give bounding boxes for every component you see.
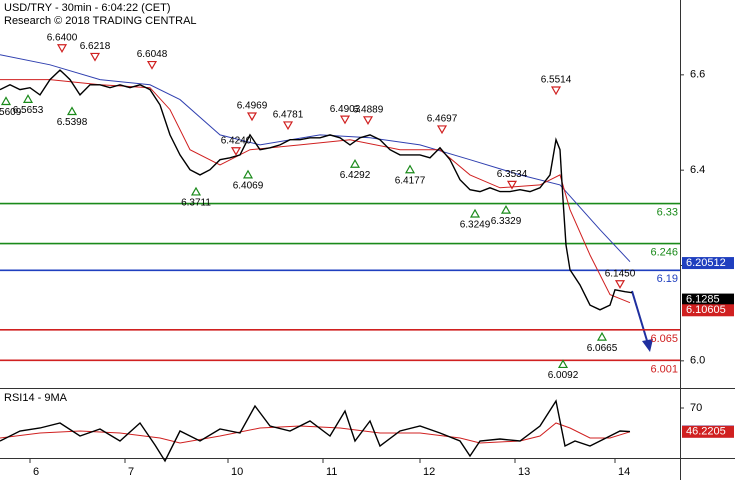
high-marker	[339, 115, 351, 125]
annotation-label: 6.4292	[340, 170, 371, 181]
forecast-arrow	[631, 290, 649, 345]
low-marker	[66, 106, 78, 116]
high-marker	[89, 52, 101, 62]
last-value-box	[682, 304, 734, 317]
annotation-label: 6.5609	[0, 107, 22, 118]
x-tick-label: 13	[518, 466, 530, 478]
last-value-box	[682, 425, 734, 438]
high-marker	[246, 112, 258, 122]
annotation-label: 6.4177	[395, 175, 426, 186]
annotation-label: 6.5514	[541, 75, 572, 86]
annotation-label: 6.3534	[497, 169, 528, 180]
annotation-label: 6.4889	[353, 104, 384, 115]
high-marker	[146, 60, 158, 70]
last-value-label: 46.2205	[686, 426, 726, 438]
y-tick-label: 6.0	[690, 355, 705, 367]
x-tick-label: 7	[128, 466, 134, 478]
annotation-label: 6.3249	[460, 220, 491, 231]
annotation-label: 6.1450	[605, 268, 636, 279]
chart-title: USD/TRY - 30min - 6:04:22 (CET)	[4, 2, 170, 14]
last-value-label: 6.20512	[686, 257, 726, 269]
last-value-label: 6.1285	[686, 293, 720, 305]
low-marker	[22, 94, 34, 103]
high-marker	[436, 125, 448, 135]
low-marker	[500, 204, 512, 214]
annotation-label: 6.4781	[273, 110, 304, 121]
low-marker	[190, 186, 202, 196]
last-value-box	[682, 293, 734, 306]
high-marker	[282, 121, 294, 131]
x-tick-label: 11	[326, 466, 337, 478]
low-marker	[469, 208, 481, 218]
rsi-title: RSI14 - 9MA	[4, 392, 68, 404]
low-marker	[349, 159, 361, 168]
high-marker	[56, 44, 68, 53]
high-marker	[550, 86, 562, 96]
x-tick-label: 14	[618, 466, 630, 478]
high-marker	[506, 180, 518, 190]
low-marker	[0, 96, 12, 106]
low-marker	[557, 359, 569, 369]
last-value-box	[682, 257, 734, 270]
annotation-label: 6.6400	[47, 32, 78, 43]
level-label: 6.33	[657, 206, 678, 218]
series-line	[0, 422, 631, 444]
level-label: 6.19	[657, 273, 678, 285]
annotation-label: 6.4969	[237, 101, 268, 112]
annotation-label: 6.0092	[548, 370, 579, 381]
annotation-label: 6.0665	[587, 343, 618, 354]
high-marker	[230, 147, 242, 156]
low-marker	[596, 331, 608, 341]
x-tick-label: 10	[231, 466, 243, 478]
forecast-arrow-head	[642, 339, 653, 352]
level-label: 6.065	[650, 333, 678, 345]
x-tick-label: 6	[33, 466, 39, 478]
annotation-label: 6.6218	[80, 41, 111, 52]
series-line	[0, 79, 631, 304]
last-value-label: 6.10605	[686, 304, 726, 316]
low-marker	[404, 164, 416, 174]
annotation-label: 6.5398	[57, 117, 88, 128]
y-tick-label: 6.4	[690, 164, 705, 176]
annotation-label: 6.4240	[221, 135, 252, 146]
annotation-label: 6.4069	[233, 181, 264, 192]
level-label: 6.001	[650, 363, 678, 375]
annotation-label: 6.4697	[427, 114, 458, 125]
annotation-label: 6.4903	[330, 104, 361, 115]
x-tick-label: 12	[423, 466, 435, 478]
y-tick-label: 70	[690, 402, 702, 414]
annotation-label: 6.6048	[137, 49, 168, 60]
low-marker	[242, 169, 254, 179]
annotation-label: 6.3711	[181, 198, 211, 209]
annotation-label: 6.3329	[491, 216, 522, 227]
series-line	[0, 399, 631, 463]
y-tick-label: 6.6	[690, 69, 705, 81]
high-marker	[614, 280, 626, 289]
high-marker	[362, 116, 374, 126]
chart-subtitle: Research © 2018 TRADING CENTRAL	[4, 15, 197, 27]
annotation-label: 6.5653	[13, 105, 44, 116]
level-label: 6.246	[650, 246, 678, 258]
series-line	[0, 69, 633, 311]
